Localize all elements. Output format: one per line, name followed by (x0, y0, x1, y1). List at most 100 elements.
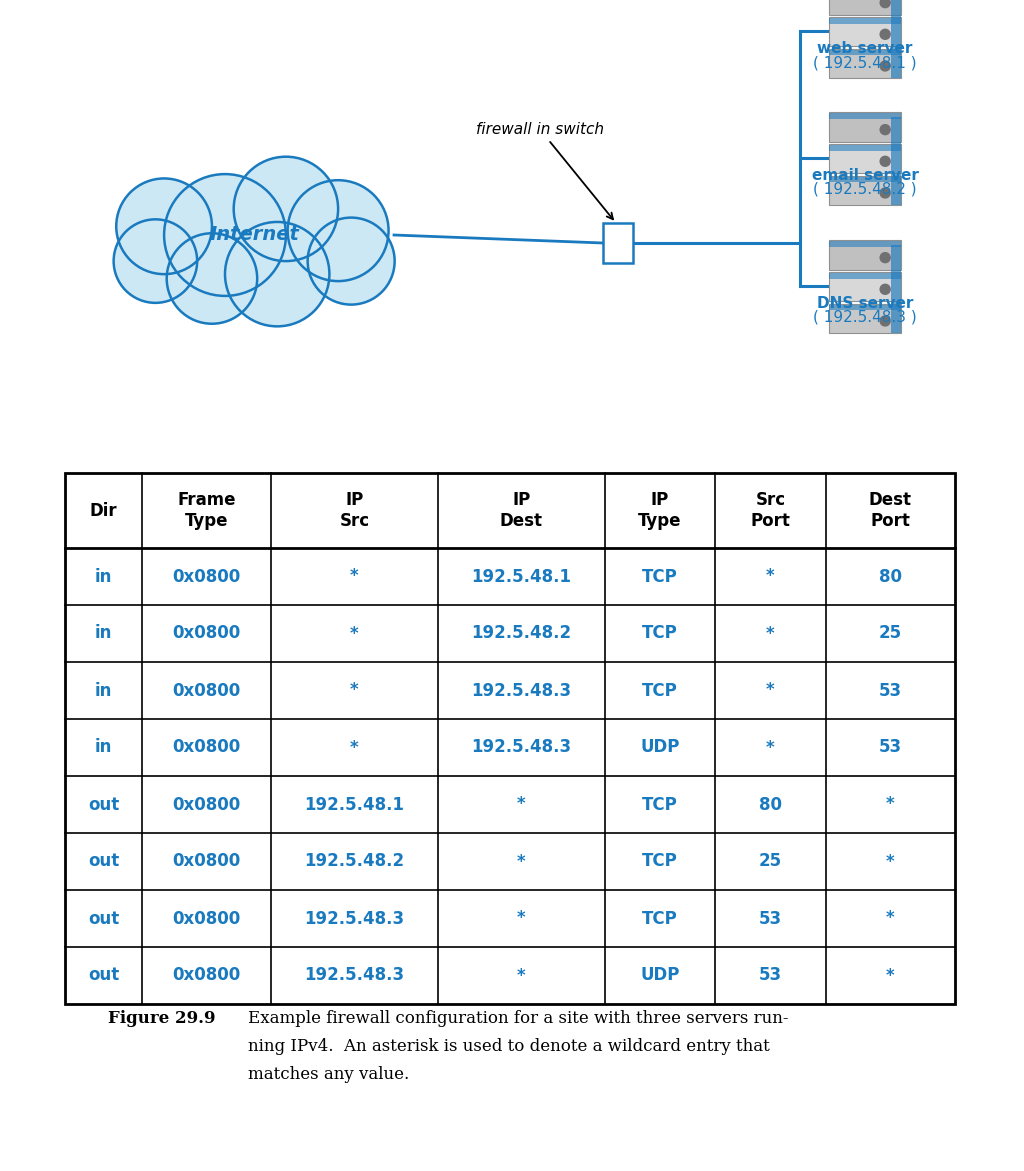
FancyBboxPatch shape (891, 0, 901, 78)
Text: *: * (350, 568, 358, 586)
Text: 0x0800: 0x0800 (172, 682, 241, 699)
Text: 0x0800: 0x0800 (172, 568, 241, 586)
FancyBboxPatch shape (829, 272, 901, 301)
Text: Internet: Internet (210, 226, 300, 245)
Circle shape (225, 222, 330, 327)
FancyBboxPatch shape (829, 49, 901, 55)
Text: *: * (886, 910, 895, 927)
FancyBboxPatch shape (603, 222, 633, 263)
Text: 53: 53 (879, 739, 902, 756)
Text: out: out (88, 910, 119, 927)
Text: *: * (886, 966, 895, 985)
FancyBboxPatch shape (829, 114, 901, 119)
FancyBboxPatch shape (65, 473, 955, 1004)
Text: 0x0800: 0x0800 (172, 966, 241, 985)
FancyBboxPatch shape (829, 16, 901, 47)
Text: TCP: TCP (642, 795, 678, 814)
Text: out: out (88, 795, 119, 814)
Text: Frame
Type: Frame Type (177, 491, 236, 530)
Text: 0x0800: 0x0800 (172, 852, 241, 870)
Text: 192.5.48.1: 192.5.48.1 (304, 795, 404, 814)
Circle shape (881, 124, 890, 135)
Text: *: * (766, 568, 775, 586)
Text: UDP: UDP (640, 739, 680, 756)
Text: in: in (95, 568, 112, 586)
Text: TCP: TCP (642, 910, 678, 927)
Circle shape (881, 156, 890, 166)
Text: TCP: TCP (642, 624, 678, 643)
Text: *: * (517, 852, 525, 870)
Text: 0x0800: 0x0800 (172, 795, 241, 814)
Text: in: in (95, 624, 112, 643)
Text: ( 192.5.48.3 ): ( 192.5.48.3 ) (813, 310, 916, 326)
Circle shape (167, 233, 257, 323)
Text: in: in (95, 682, 112, 699)
Circle shape (881, 253, 890, 262)
Circle shape (881, 29, 890, 40)
Text: *: * (766, 624, 775, 643)
FancyBboxPatch shape (829, 240, 901, 269)
Text: 0x0800: 0x0800 (172, 624, 241, 643)
Text: Dest
Port: Dest Port (868, 491, 911, 530)
Text: 192.5.48.2: 192.5.48.2 (471, 624, 571, 643)
Circle shape (881, 0, 890, 8)
Text: *: * (350, 739, 358, 756)
Text: *: * (517, 795, 525, 814)
Circle shape (307, 218, 394, 304)
FancyBboxPatch shape (829, 303, 901, 333)
FancyBboxPatch shape (829, 145, 901, 151)
Text: IP
Dest: IP Dest (500, 491, 543, 530)
Text: *: * (517, 966, 525, 985)
FancyBboxPatch shape (829, 0, 901, 15)
Text: *: * (766, 682, 775, 699)
Text: *: * (350, 682, 358, 699)
Circle shape (164, 174, 286, 296)
Text: 53: 53 (879, 682, 902, 699)
FancyBboxPatch shape (829, 177, 901, 183)
Text: DNS server: DNS server (817, 296, 913, 311)
Text: Src
Port: Src Port (751, 491, 791, 530)
Circle shape (881, 61, 890, 71)
Circle shape (881, 189, 890, 198)
Text: 0x0800: 0x0800 (172, 910, 241, 927)
Text: 192.5.48.1: 192.5.48.1 (471, 568, 571, 586)
FancyBboxPatch shape (829, 273, 901, 279)
Text: ning IPv4.  An asterisk is used to denote a wildcard entry that: ning IPv4. An asterisk is used to denote… (248, 1038, 770, 1055)
FancyBboxPatch shape (891, 245, 901, 333)
Text: 192.5.48.2: 192.5.48.2 (304, 852, 404, 870)
Text: 192.5.48.3: 192.5.48.3 (471, 682, 571, 699)
FancyBboxPatch shape (829, 112, 901, 142)
Text: 80: 80 (879, 568, 902, 586)
Text: email server: email server (812, 167, 919, 183)
Text: 0x0800: 0x0800 (172, 739, 241, 756)
Circle shape (117, 178, 212, 274)
Text: firewall in switch: firewall in switch (476, 122, 613, 219)
Text: Example firewall configuration for a site with three servers run-: Example firewall configuration for a sit… (248, 1011, 788, 1027)
Text: *: * (886, 795, 895, 814)
Text: out: out (88, 966, 119, 985)
Circle shape (114, 219, 198, 303)
Text: out: out (88, 852, 119, 870)
Text: 192.5.48.3: 192.5.48.3 (471, 739, 571, 756)
Text: matches any value.: matches any value. (248, 1066, 410, 1083)
FancyBboxPatch shape (829, 144, 901, 173)
Text: web server: web server (817, 41, 912, 56)
Text: TCP: TCP (642, 852, 678, 870)
FancyBboxPatch shape (891, 117, 901, 205)
Text: *: * (350, 624, 358, 643)
Text: *: * (517, 910, 525, 927)
Text: 80: 80 (759, 795, 782, 814)
Text: ( 192.5.48.1 ): ( 192.5.48.1 ) (813, 55, 916, 70)
Text: TCP: TCP (642, 568, 678, 586)
FancyBboxPatch shape (829, 304, 901, 310)
Circle shape (288, 180, 388, 281)
Text: Figure 29.9: Figure 29.9 (108, 1011, 215, 1027)
FancyBboxPatch shape (829, 176, 901, 205)
Text: IP
Type: IP Type (638, 491, 682, 530)
Text: 25: 25 (879, 624, 902, 643)
Text: *: * (886, 852, 895, 870)
Text: 192.5.48.3: 192.5.48.3 (304, 966, 404, 985)
Text: 53: 53 (759, 910, 782, 927)
Text: TCP: TCP (642, 682, 678, 699)
FancyBboxPatch shape (829, 48, 901, 78)
